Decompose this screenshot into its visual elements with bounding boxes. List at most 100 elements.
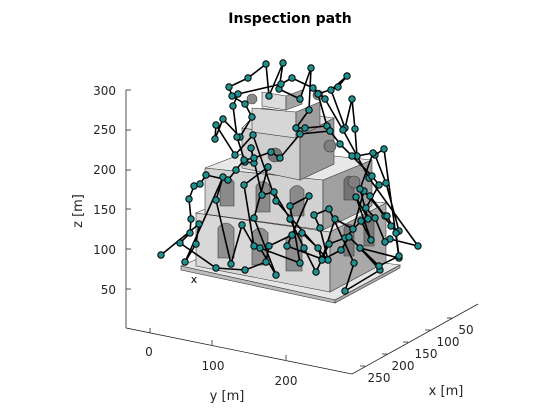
x-tick-label: 250 [368, 371, 391, 385]
waypoint-marker [195, 220, 203, 228]
waypoint-marker [212, 264, 220, 272]
waypoint-marker [327, 86, 335, 94]
waypoint-marker [364, 215, 372, 223]
waypoint-marker [288, 231, 296, 239]
waypoint-marker [383, 212, 391, 220]
waypoint-marker [225, 83, 233, 91]
waypoint-marker [265, 92, 273, 100]
waypoint-marker [272, 271, 280, 279]
waypoint-marker [380, 145, 388, 153]
x-tick-label: 100 [437, 335, 460, 349]
x-axis-label: x [m] [429, 384, 464, 399]
waypoint-marker [279, 59, 287, 67]
waypoint-marker [227, 260, 235, 268]
waypoint-marker [341, 287, 349, 295]
waypoint-marker [240, 156, 248, 164]
waypoint-marker [312, 268, 320, 276]
waypoint-marker [336, 140, 344, 148]
waypoint-marker [392, 229, 400, 237]
waypoint-marker [375, 181, 383, 189]
waypoint-marker [187, 215, 195, 223]
waypoint-marker [348, 95, 356, 103]
waypoint-marker [300, 244, 308, 252]
waypoint-marker [286, 215, 294, 223]
waypoint-marker [238, 221, 246, 229]
waypoint-marker [314, 90, 322, 98]
waypoint-marker [211, 135, 219, 143]
z-ticks: 50 100 150 200 250 300 [93, 84, 131, 297]
waypoint-marker [366, 192, 374, 200]
z-tick-label: 250 [93, 123, 116, 137]
waypoint-marker [265, 242, 273, 250]
waypoint-marker [190, 182, 198, 190]
waypoint-marker [288, 74, 296, 82]
x-tick-label: 50 [458, 323, 473, 337]
building-model [180, 89, 401, 304]
waypoint-marker [250, 154, 258, 162]
waypoint-marker [212, 196, 220, 204]
waypoint-marker [349, 225, 357, 233]
waypoint-marker [186, 229, 194, 237]
waypoint-marker [244, 74, 252, 82]
waypoint-marker [305, 192, 313, 200]
waypoint-marker [321, 95, 329, 103]
waypoint-marker [262, 60, 270, 68]
waypoint-marker [414, 242, 422, 250]
waypoint-marker [325, 240, 333, 248]
waypoint-marker [381, 238, 389, 246]
waypoint-marker [277, 80, 285, 88]
waypoint-marker [316, 224, 324, 232]
waypoint-marker [352, 193, 360, 201]
waypoint-marker [219, 115, 227, 123]
waypoint-marker [356, 185, 364, 193]
waypoint-marker [286, 202, 294, 210]
waypoint-marker [357, 217, 365, 225]
waypoint-marker [258, 191, 266, 199]
waypoint-marker [241, 100, 249, 108]
waypoint-marker [326, 127, 334, 135]
waypoint-marker [256, 244, 264, 252]
waypoint-marker [367, 236, 375, 244]
waypoint-marker [305, 106, 313, 114]
waypoint-marker [375, 262, 383, 270]
waypoint-marker [232, 166, 240, 174]
waypoint-marker [250, 214, 258, 222]
waypoint-marker [318, 256, 326, 264]
chart-title: Inspection path [228, 11, 351, 27]
waypoint-marker [395, 252, 403, 260]
waypoint-marker [176, 239, 184, 247]
waypoint-marker [345, 233, 353, 241]
waypoint-marker [231, 151, 239, 159]
waypoint-marker [272, 197, 280, 205]
waypoint-marker [314, 244, 322, 252]
waypoint-marker [192, 240, 200, 248]
waypoint-marker [301, 124, 309, 132]
waypoint-marker [185, 195, 193, 203]
waypoint-marker [296, 95, 304, 103]
waypoint-marker [240, 181, 248, 189]
waypoint-marker [181, 258, 189, 266]
x-ticks: 50 100 150 200 250 [360, 317, 474, 385]
waypoint-marker [324, 256, 332, 264]
waypoint-marker [351, 125, 359, 133]
waypoint-marker [264, 163, 272, 171]
waypoint-marker [382, 179, 390, 187]
waypoint-marker [224, 176, 232, 184]
waypoint-marker [343, 72, 351, 80]
waypoint-marker [331, 215, 339, 223]
waypoints [157, 59, 422, 295]
waypoint-marker [362, 204, 370, 212]
waypoint-marker [270, 188, 278, 196]
waypoint-marker [371, 214, 379, 222]
y-tick-label: 0 [145, 345, 153, 359]
y-axis-line [125, 327, 353, 375]
waypoint-marker [348, 152, 356, 160]
waypoint-marker [325, 205, 333, 213]
waypoint-marker [234, 90, 242, 98]
z-axis-label: z [m] [71, 194, 86, 228]
x-tick-label: 150 [415, 347, 438, 361]
waypoint-marker [212, 121, 220, 129]
waypoint-marker [350, 259, 358, 267]
